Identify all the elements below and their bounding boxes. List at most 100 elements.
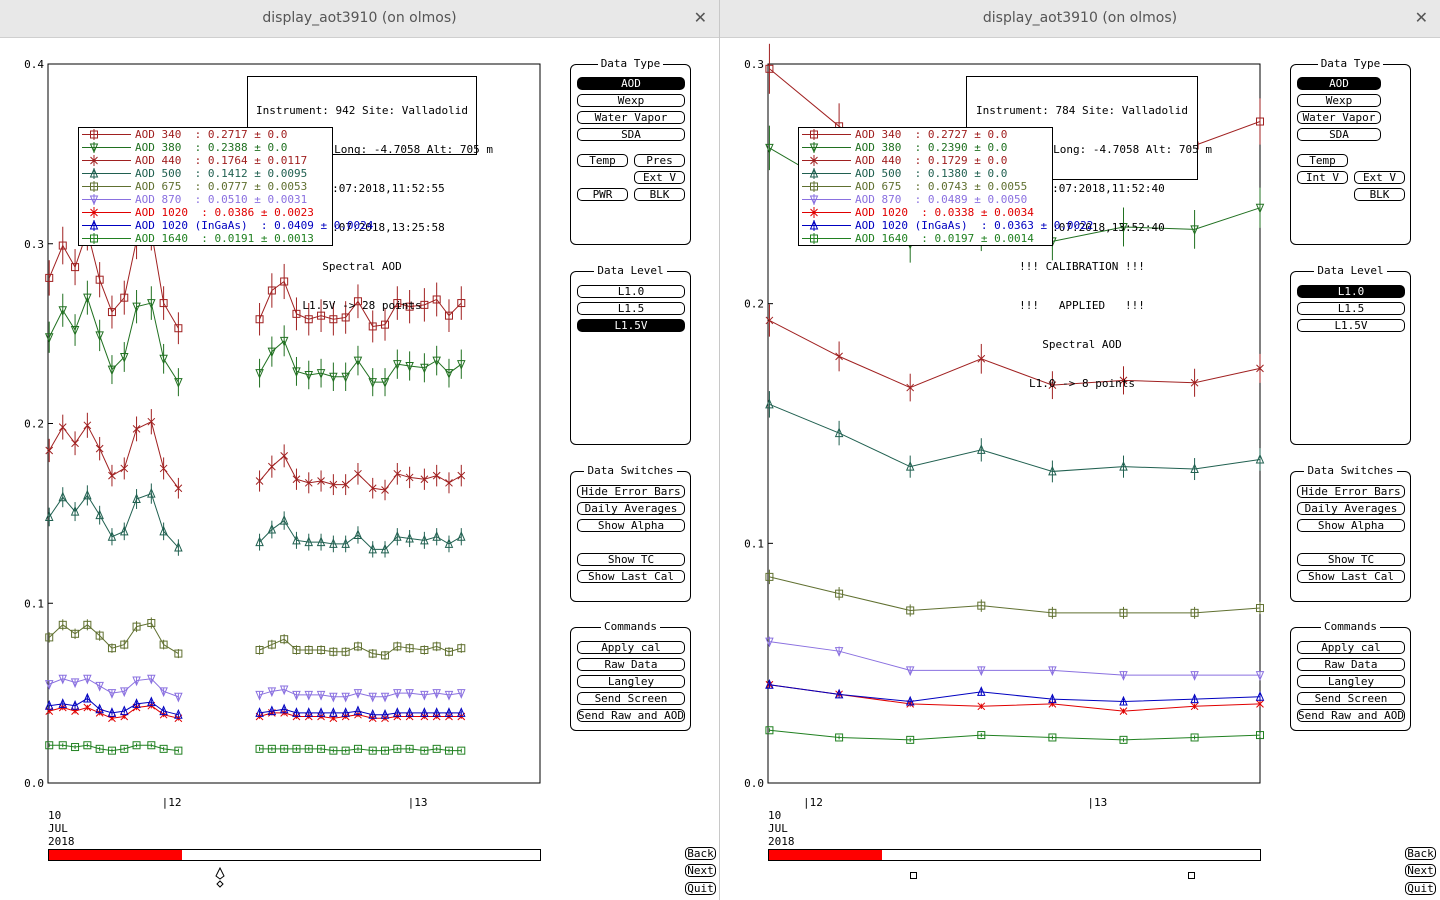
daily-averages-button[interactable]: Daily Averages: [577, 502, 685, 515]
quit-button[interactable]: Quit: [1405, 882, 1436, 895]
data-type-water-vapor-button[interactable]: Water Vapor: [577, 111, 685, 124]
hide-error-bars-button[interactable]: Hide Error Bars: [577, 485, 685, 498]
send-raw-and-aod-button[interactable]: Send Raw and AOD: [577, 709, 685, 722]
data-point: [457, 644, 466, 653]
data-point: [147, 674, 156, 685]
legend-label: AOD 1020: [855, 206, 922, 219]
commands-group: Commands Apply cal Raw Data Langley Send…: [1290, 620, 1411, 731]
daily-averages-button[interactable]: Daily Averages: [1297, 502, 1405, 515]
data-point: [353, 705, 363, 716]
data-type-int-v-button[interactable]: Int V: [1297, 171, 1348, 184]
titlebar[interactable]: display_aot3910 (on olmos) ✕: [720, 0, 1440, 38]
data-type-ext-v-button[interactable]: Ext V: [634, 171, 685, 184]
legend-label: AOD 380: [135, 141, 195, 154]
time-slider[interactable]: [48, 849, 541, 861]
send-screen-button[interactable]: Send Screen: [1297, 692, 1405, 705]
langley-button[interactable]: Langley: [1297, 675, 1405, 688]
data-type-wexp-button[interactable]: Wexp: [1297, 94, 1381, 107]
langley-button[interactable]: Langley: [577, 675, 685, 688]
data-switches-title: Data Switches: [584, 464, 677, 477]
time-slider[interactable]: [768, 849, 1261, 861]
show-last-cal-button[interactable]: Show Last Cal: [577, 570, 685, 583]
hide-error-bars-button[interactable]: Hide Error Bars: [1297, 485, 1405, 498]
legend-point: [90, 182, 98, 191]
slider-handle-icon[interactable]: [213, 867, 227, 889]
data-point: [279, 336, 289, 347]
raw-data-button[interactable]: Raw Data: [1297, 658, 1405, 671]
legend-marker-icon: [802, 142, 851, 154]
data-type-water-vapor-button[interactable]: Water Vapor: [1297, 111, 1381, 124]
legend-marker-icon: [802, 167, 851, 179]
data-point: [159, 687, 168, 698]
legend-marker-icon: [82, 207, 131, 218]
send-screen-button[interactable]: Send Screen: [577, 692, 685, 705]
data-type-pwr-button[interactable]: PWR: [577, 188, 628, 201]
next-button[interactable]: Next: [685, 864, 716, 877]
data-type-wexp-button[interactable]: Wexp: [577, 94, 685, 107]
data-point: [393, 469, 402, 478]
data-type-blk-button[interactable]: BLK: [1354, 188, 1405, 201]
quit-button[interactable]: Quit: [685, 882, 716, 895]
apply-cal-button[interactable]: Apply cal: [1297, 641, 1405, 654]
data-point: [304, 690, 314, 701]
data-level-l10-button[interactable]: L1.0: [1297, 285, 1405, 298]
data-type-sda-button[interactable]: SDA: [1297, 128, 1381, 141]
close-icon[interactable]: ✕: [693, 8, 707, 27]
data-type-aod-button[interactable]: AOD: [577, 77, 685, 90]
data-point: [159, 525, 168, 536]
show-tc-button[interactable]: Show TC: [577, 553, 685, 566]
data-point: [329, 692, 338, 703]
send-raw-and-aod-button[interactable]: Send Raw and AOD: [1297, 709, 1405, 722]
data-level-l10-button[interactable]: L1.0: [577, 285, 685, 298]
next-button[interactable]: Next: [1405, 864, 1436, 877]
data-point: [267, 744, 276, 753]
data-point: [444, 647, 453, 656]
data-type-ext-v-button[interactable]: Ext V: [1354, 171, 1405, 184]
data-point: [95, 744, 104, 753]
data-level-l15-button[interactable]: L1.5: [1297, 302, 1405, 315]
show-alpha-button[interactable]: Show Alpha: [1297, 519, 1405, 532]
titlebar[interactable]: display_aot3910 (on olmos) ✕: [0, 0, 719, 38]
data-point: [1119, 671, 1128, 681]
data-point: [432, 471, 441, 480]
data-point: [977, 601, 986, 610]
legend-label: AOD 1640: [855, 232, 922, 245]
close-icon[interactable]: ✕: [1414, 8, 1428, 27]
show-alpha-button[interactable]: Show Alpha: [577, 519, 685, 532]
data-point: [1190, 608, 1199, 617]
show-tc-button[interactable]: Show TC: [1297, 553, 1405, 566]
slider-marker-icon[interactable]: [909, 871, 919, 881]
data-point: [95, 275, 104, 284]
legend-value: : 0.2727 ± 0.0: [914, 128, 1008, 141]
data-point: [457, 746, 466, 755]
data-point: [1190, 671, 1199, 681]
data-level-l15v-button[interactable]: L1.5V: [577, 319, 685, 332]
series-line: [769, 729, 1261, 741]
data-level-l15v-button[interactable]: L1.5V: [1297, 319, 1405, 332]
data-point: [444, 690, 454, 701]
data-point: [368, 378, 377, 388]
data-point: [159, 299, 168, 308]
data-type-temp-button[interactable]: Temp: [1297, 154, 1348, 167]
data-point: [457, 360, 466, 370]
slider-marker-icon[interactable]: [1187, 871, 1197, 881]
data-type-aod-button[interactable]: AOD: [1297, 77, 1381, 90]
data-level-l15-button[interactable]: L1.5: [577, 302, 685, 315]
data-point: [405, 473, 414, 482]
apply-cal-button[interactable]: Apply cal: [577, 641, 685, 654]
data-type-pres-button[interactable]: Pres: [634, 154, 685, 167]
data-type-temp-button[interactable]: Temp: [577, 154, 628, 167]
back-button[interactable]: Back: [685, 847, 716, 860]
raw-data-button[interactable]: Raw Data: [577, 658, 685, 671]
date-month: JUL: [48, 822, 68, 835]
data-point: [120, 640, 129, 649]
data-type-blk-button[interactable]: BLK: [634, 188, 685, 201]
legend-marker-icon: [82, 181, 131, 192]
data-type-sda-button[interactable]: SDA: [577, 128, 685, 141]
show-last-cal-button[interactable]: Show Last Cal: [1297, 570, 1405, 583]
data-point: [457, 689, 466, 699]
legend-label: AOD 380: [855, 141, 915, 154]
data-point: [292, 707, 301, 717]
series-line: [259, 638, 462, 656]
back-button[interactable]: Back: [1405, 847, 1436, 860]
